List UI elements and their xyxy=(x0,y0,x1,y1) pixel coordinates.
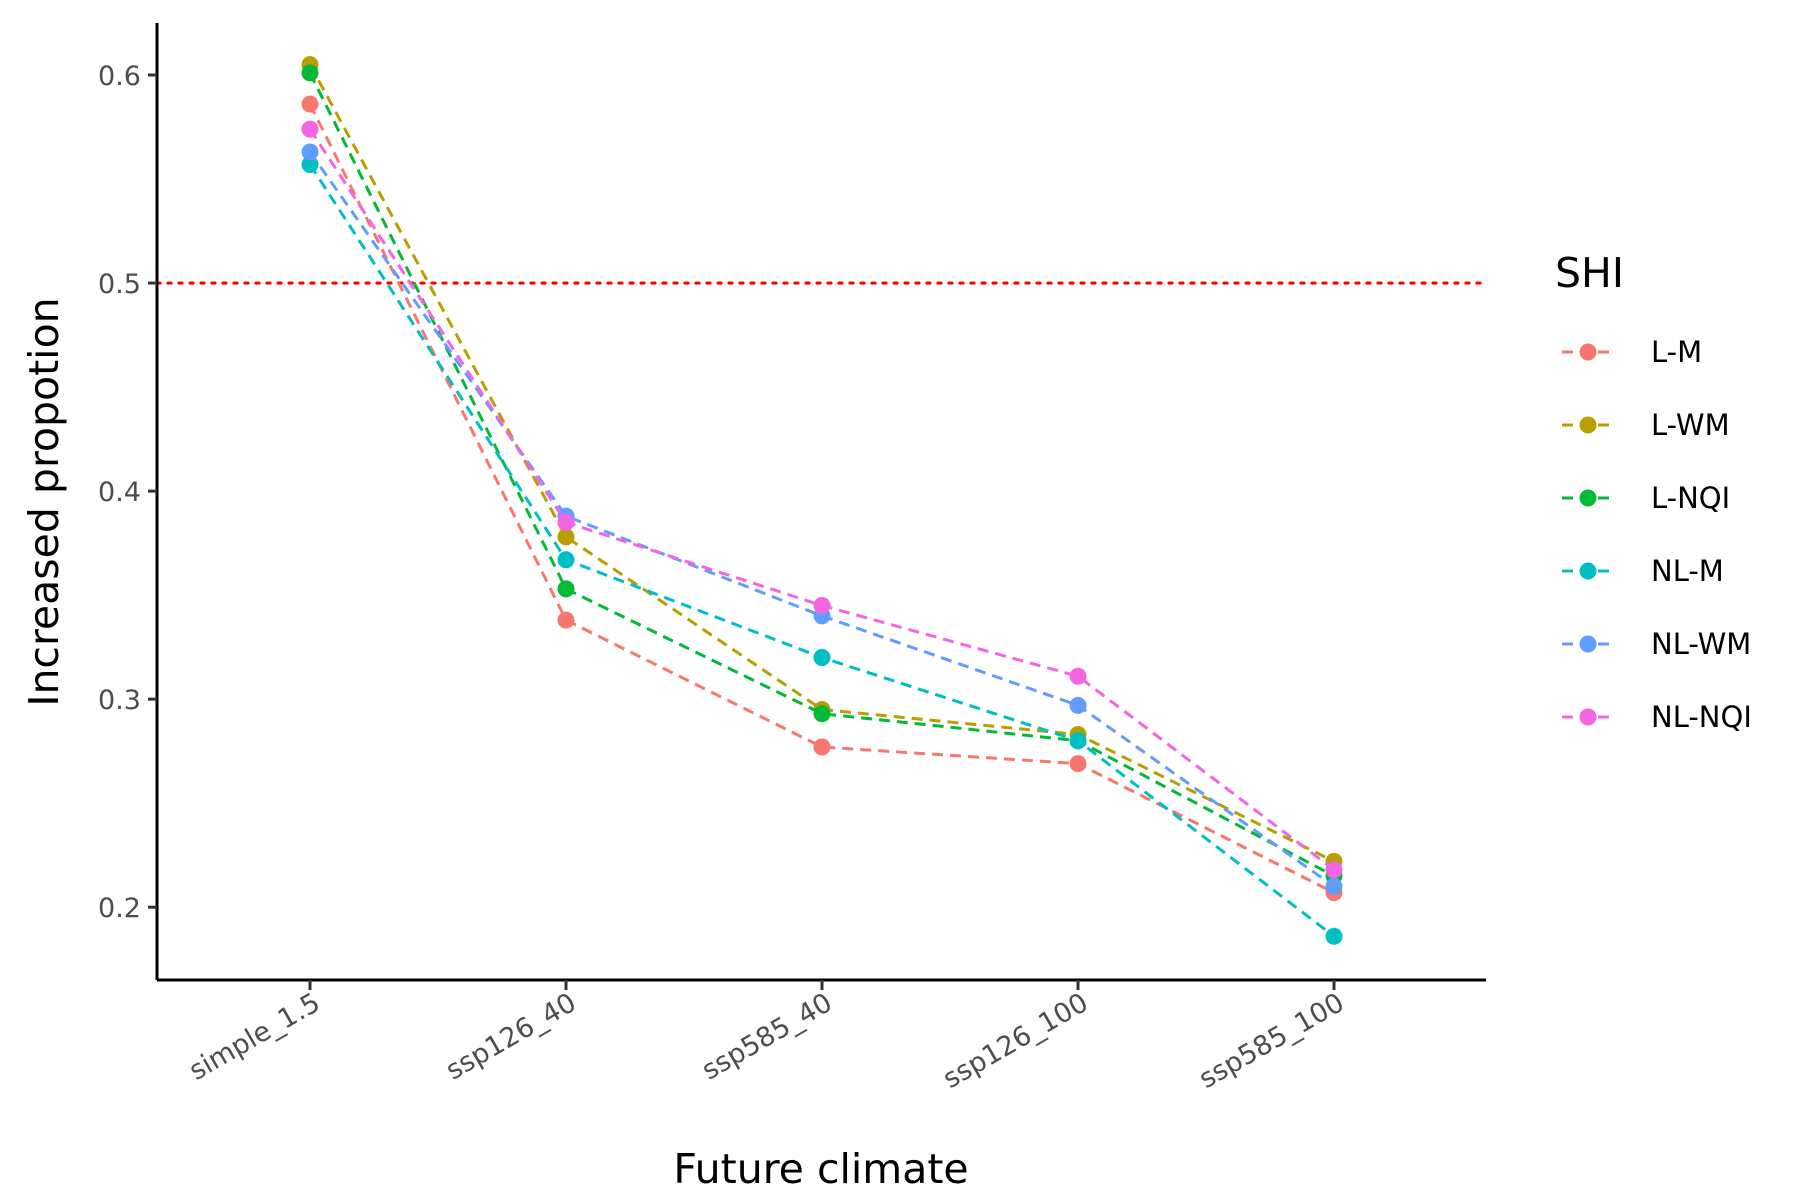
series-line xyxy=(308,163,1335,938)
data-point xyxy=(557,580,575,598)
legend-label: NL-WM xyxy=(1651,627,1751,661)
x-tick-label: simple_1.5 xyxy=(184,987,326,1087)
legend-key-point xyxy=(1579,489,1597,507)
series-nl-wm xyxy=(301,143,1343,895)
data-point xyxy=(557,513,575,531)
data-point xyxy=(301,120,319,138)
data-point xyxy=(557,551,575,569)
y-tick-label: 0.6 xyxy=(98,61,141,92)
y-ticks: 0.2 0.3 0.4 0.5 0.6 xyxy=(98,61,157,924)
data-point xyxy=(1325,927,1343,945)
data-point xyxy=(1325,861,1343,879)
legend-key-point xyxy=(1579,562,1597,580)
legend-item: NL-NQI xyxy=(1562,700,1752,734)
legend-title: SHI xyxy=(1555,249,1624,297)
x-axis-title: Future climate xyxy=(673,1145,968,1193)
legend-key-point xyxy=(1579,416,1597,434)
data-point xyxy=(301,64,319,82)
legend: SHI L-M L-WM L-NQI NL-M NL-WM NL-NQI xyxy=(1555,249,1752,734)
series-l-nqi xyxy=(301,64,1343,885)
legend-key-point xyxy=(1579,343,1597,361)
data-point xyxy=(813,738,831,756)
series-layer xyxy=(301,56,1343,945)
x-tick-label: ssp585_40 xyxy=(697,987,838,1086)
legend-item: NL-WM xyxy=(1562,627,1751,661)
series-line xyxy=(308,72,1335,878)
x-tick-label: ssp126_100 xyxy=(938,987,1094,1095)
series-nl-m xyxy=(301,155,1343,945)
legend-label: L-WM xyxy=(1651,408,1730,442)
legend-item: L-M xyxy=(1562,335,1702,369)
data-point xyxy=(1069,755,1087,773)
y-axis-title: Increased propotion xyxy=(20,297,68,706)
legend-label: L-NQI xyxy=(1651,481,1730,515)
y-tick-label: 0.3 xyxy=(98,685,141,716)
y-tick-label: 0.4 xyxy=(98,477,141,508)
data-point xyxy=(1069,732,1087,750)
x-tick-label: ssp585_100 xyxy=(1194,987,1350,1095)
legend-key-point xyxy=(1579,708,1597,726)
x-tick-label: ssp126_40 xyxy=(441,987,582,1086)
y-tick-label: 0.2 xyxy=(98,893,141,924)
legend-key-point xyxy=(1579,635,1597,653)
legend-item: L-NQI xyxy=(1562,481,1730,515)
legend-label: NL-NQI xyxy=(1651,700,1752,734)
legend-label: L-M xyxy=(1651,335,1702,369)
y-tick-label: 0.5 xyxy=(98,269,141,300)
data-point xyxy=(1069,696,1087,714)
data-point xyxy=(813,597,831,615)
data-point xyxy=(557,528,575,546)
series-line xyxy=(308,128,1335,871)
x-ticks: simple_1.5 ssp126_40 ssp585_40 ssp126_100 ss… xyxy=(184,980,1350,1095)
data-point xyxy=(1325,877,1343,895)
legend-item: L-WM xyxy=(1562,408,1730,442)
data-point xyxy=(301,95,319,113)
series-line xyxy=(308,103,1335,894)
data-point xyxy=(1069,667,1087,685)
data-point xyxy=(301,143,319,161)
legend-item: NL-M xyxy=(1562,554,1724,588)
series-line xyxy=(308,63,1335,863)
data-point xyxy=(557,611,575,629)
data-point xyxy=(813,649,831,667)
series-nl-nqi xyxy=(301,120,1343,879)
legend-label: NL-M xyxy=(1651,554,1724,588)
series-line xyxy=(308,151,1335,888)
data-point xyxy=(813,705,831,723)
